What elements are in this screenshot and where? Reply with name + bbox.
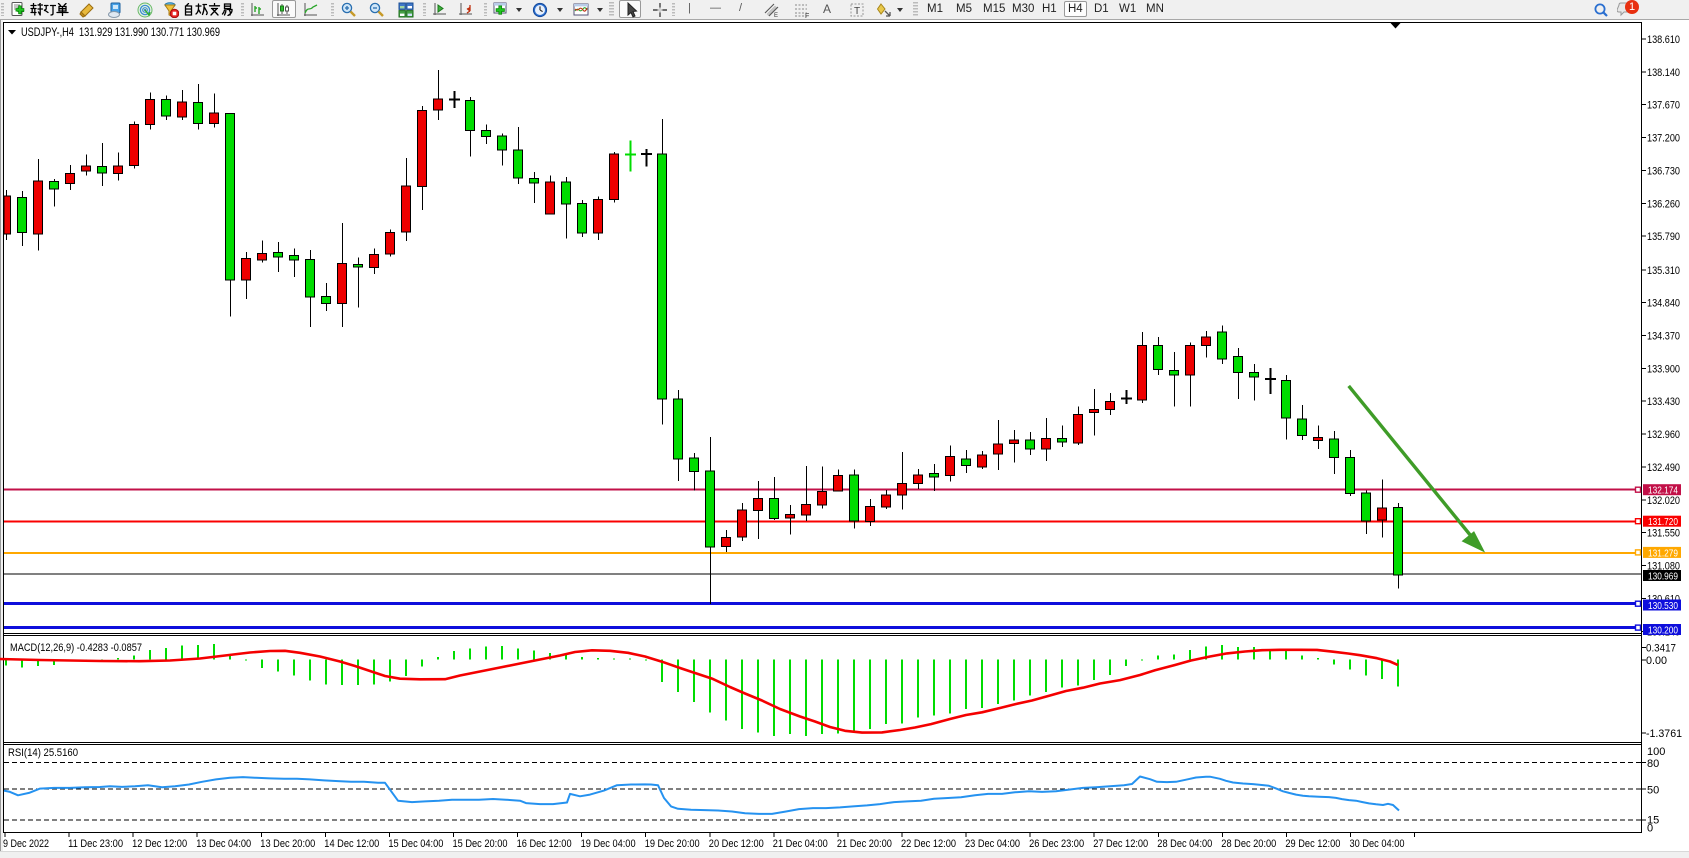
svg-text:50: 50	[1647, 785, 1659, 797]
svg-text:28 Dec 20:00: 28 Dec 20:00	[1221, 838, 1276, 850]
svg-text:30 Dec 04:00: 30 Dec 04:00	[1350, 838, 1405, 850]
svg-text:15 Dec 04:00: 15 Dec 04:00	[388, 838, 443, 850]
svg-text:132.174: 132.174	[1648, 485, 1678, 497]
svg-text:136.730: 136.730	[1647, 166, 1680, 178]
svg-text:135.310: 135.310	[1647, 265, 1680, 277]
svg-text:132.020: 132.020	[1647, 495, 1680, 507]
svg-text:133.900: 133.900	[1647, 363, 1680, 375]
svg-text:132.960: 132.960	[1647, 429, 1680, 441]
svg-text:F: F	[805, 13, 809, 18]
svg-text:22 Dec 12:00: 22 Dec 12:00	[901, 838, 956, 850]
svg-text:134.840: 134.840	[1647, 298, 1680, 310]
svg-text:0.3417: 0.3417	[1646, 643, 1676, 655]
svg-text:135.790: 135.790	[1647, 231, 1680, 243]
svg-text:26 Dec 23:00: 26 Dec 23:00	[1029, 838, 1084, 850]
svg-text:131.550: 131.550	[1647, 528, 1680, 540]
svg-text:132.490: 132.490	[1647, 462, 1680, 474]
svg-text:136.260: 136.260	[1647, 198, 1680, 210]
svg-text:E: E	[774, 13, 778, 18]
svg-text:21 Dec 20:00: 21 Dec 20:00	[837, 838, 892, 850]
svg-text:9 Dec 2022: 9 Dec 2022	[3, 838, 49, 850]
svg-text:80: 80	[1647, 758, 1659, 770]
svg-text:23 Dec 04:00: 23 Dec 04:00	[965, 838, 1020, 850]
svg-text:RSI(14) 25.5160: RSI(14) 25.5160	[8, 747, 78, 759]
svg-text:28 Dec 04:00: 28 Dec 04:00	[1157, 838, 1212, 850]
svg-text:13 Dec 20:00: 13 Dec 20:00	[260, 838, 315, 850]
svg-text:USDJPY-,H4 131.929 131.990 13: USDJPY-,H4 131.929 131.990 130.771 130.9…	[21, 25, 220, 39]
svg-text:20 Dec 12:00: 20 Dec 12:00	[709, 838, 764, 850]
svg-text:12 Dec 12:00: 12 Dec 12:00	[132, 838, 187, 850]
svg-text:15 Dec 20:00: 15 Dec 20:00	[453, 838, 508, 850]
svg-text:130.969: 130.969	[1648, 571, 1678, 583]
svg-text:138.140: 138.140	[1647, 67, 1680, 79]
svg-text:137.200: 137.200	[1647, 133, 1680, 145]
svg-text:138.610: 138.610	[1647, 34, 1680, 46]
svg-text:15: 15	[1647, 815, 1659, 827]
svg-text:MACD(12,26,9) -0.4283 -0.0857: MACD(12,26,9) -0.4283 -0.0857	[10, 642, 142, 654]
svg-text:137.670: 137.670	[1647, 100, 1680, 112]
svg-text:134.370: 134.370	[1647, 331, 1680, 343]
svg-text:100: 100	[1647, 746, 1665, 758]
svg-text:19 Dec 04:00: 19 Dec 04:00	[581, 838, 636, 850]
svg-text:14 Dec 12:00: 14 Dec 12:00	[324, 838, 379, 850]
svg-text:16 Dec 12:00: 16 Dec 12:00	[517, 838, 572, 850]
svg-text:0.00: 0.00	[1646, 655, 1667, 667]
svg-text:13 Dec 04:00: 13 Dec 04:00	[196, 838, 251, 850]
svg-text:0: 0	[1647, 822, 1653, 834]
svg-text:21 Dec 04:00: 21 Dec 04:00	[773, 838, 828, 850]
svg-text:19 Dec 20:00: 19 Dec 20:00	[645, 838, 700, 850]
svg-text:131.080: 131.080	[1647, 561, 1680, 573]
svg-text:11 Dec 23:00: 11 Dec 23:00	[68, 838, 123, 850]
svg-text:29 Dec 12:00: 29 Dec 12:00	[1285, 838, 1340, 850]
svg-text:131.720: 131.720	[1648, 516, 1678, 528]
svg-text:-1.3761: -1.3761	[1646, 728, 1682, 740]
svg-text:130.200: 130.200	[1648, 625, 1678, 637]
svg-text:131.279: 131.279	[1648, 547, 1678, 559]
svg-text:130.530: 130.530	[1648, 600, 1678, 612]
svg-text:27 Dec 12:00: 27 Dec 12:00	[1093, 838, 1148, 850]
svg-text:T: T	[854, 6, 860, 17]
svg-text:133.430: 133.430	[1647, 396, 1680, 408]
